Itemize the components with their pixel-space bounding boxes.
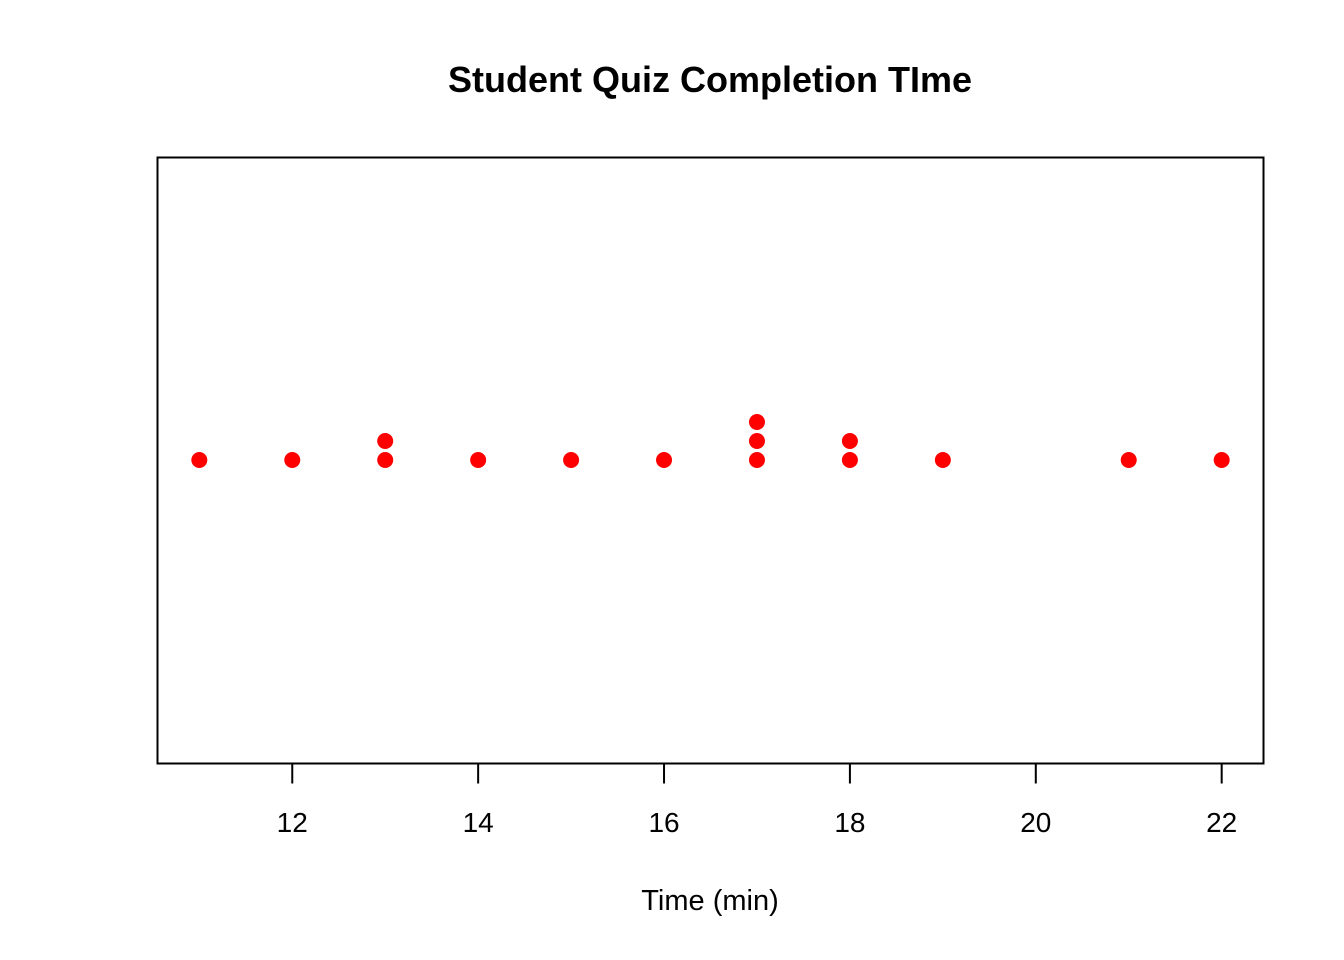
data-point	[1214, 452, 1230, 468]
data-point	[563, 452, 579, 468]
data-point	[842, 433, 858, 449]
x-tick-label: 22	[1206, 807, 1237, 838]
x-axis-label: Time (min)	[641, 885, 778, 917]
data-point	[749, 414, 765, 430]
data-point	[656, 452, 672, 468]
data-point	[749, 452, 765, 468]
data-point	[377, 433, 393, 449]
data-point	[1121, 452, 1137, 468]
data-points	[191, 414, 1229, 468]
x-axis: 12 14 16 18 20 22	[277, 764, 1238, 839]
x-tick-label: 16	[648, 807, 679, 838]
x-tick-label: 18	[834, 807, 865, 838]
data-point	[377, 452, 393, 468]
x-tick-label: 14	[463, 807, 494, 838]
data-point	[935, 452, 951, 468]
data-point	[842, 452, 858, 468]
data-point	[191, 452, 207, 468]
x-tick-label: 20	[1020, 807, 1051, 838]
data-point	[470, 452, 486, 468]
data-point	[749, 433, 765, 449]
chart-title: Student Quiz Completion TIme	[448, 59, 972, 100]
plot-frame	[158, 158, 1264, 764]
data-point	[284, 452, 300, 468]
x-tick-label: 12	[277, 807, 308, 838]
